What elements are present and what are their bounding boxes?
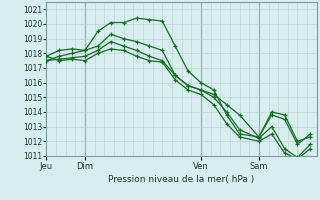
- X-axis label: Pression niveau de la mer( hPa ): Pression niveau de la mer( hPa ): [108, 175, 255, 184]
